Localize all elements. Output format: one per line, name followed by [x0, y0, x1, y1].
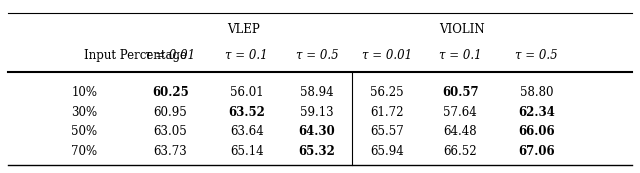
Text: 61.72: 61.72 — [370, 106, 404, 119]
Text: 60.57: 60.57 — [442, 86, 479, 99]
Text: 62.34: 62.34 — [518, 106, 555, 119]
Text: 63.52: 63.52 — [228, 106, 265, 119]
Text: VIOLIN: VIOLIN — [439, 23, 484, 36]
Text: 56.25: 56.25 — [370, 86, 404, 99]
Text: 66.06: 66.06 — [518, 125, 555, 138]
Text: 65.94: 65.94 — [370, 145, 404, 158]
Text: 64.30: 64.30 — [298, 125, 335, 138]
Text: 50%: 50% — [71, 125, 97, 138]
Text: 10%: 10% — [71, 86, 97, 99]
Text: 63.64: 63.64 — [230, 125, 264, 138]
Text: 64.48: 64.48 — [444, 125, 477, 138]
Text: 66.52: 66.52 — [444, 145, 477, 158]
Text: τ = 0.5: τ = 0.5 — [515, 49, 558, 62]
Text: 56.01: 56.01 — [230, 86, 264, 99]
Text: 30%: 30% — [71, 106, 97, 119]
Text: 59.13: 59.13 — [300, 106, 333, 119]
Text: 65.32: 65.32 — [298, 145, 335, 158]
Text: 63.05: 63.05 — [154, 125, 187, 138]
Text: τ = 0.01: τ = 0.01 — [362, 49, 412, 62]
Text: τ = 0.1: τ = 0.1 — [225, 49, 268, 62]
Text: 63.73: 63.73 — [154, 145, 187, 158]
Text: VLEP: VLEP — [227, 23, 260, 36]
Text: 67.06: 67.06 — [518, 145, 555, 158]
Text: 58.80: 58.80 — [520, 86, 554, 99]
Text: 65.57: 65.57 — [370, 125, 404, 138]
Text: 58.94: 58.94 — [300, 86, 333, 99]
Text: τ = 0.1: τ = 0.1 — [439, 49, 481, 62]
Text: τ = 0.5: τ = 0.5 — [296, 49, 338, 62]
Text: 60.25: 60.25 — [152, 86, 189, 99]
Text: 57.64: 57.64 — [444, 106, 477, 119]
Text: 65.14: 65.14 — [230, 145, 264, 158]
Text: τ = 0.01: τ = 0.01 — [145, 49, 195, 62]
Text: Input Percentage: Input Percentage — [84, 49, 188, 62]
Text: 60.95: 60.95 — [154, 106, 187, 119]
Text: 70%: 70% — [71, 145, 97, 158]
